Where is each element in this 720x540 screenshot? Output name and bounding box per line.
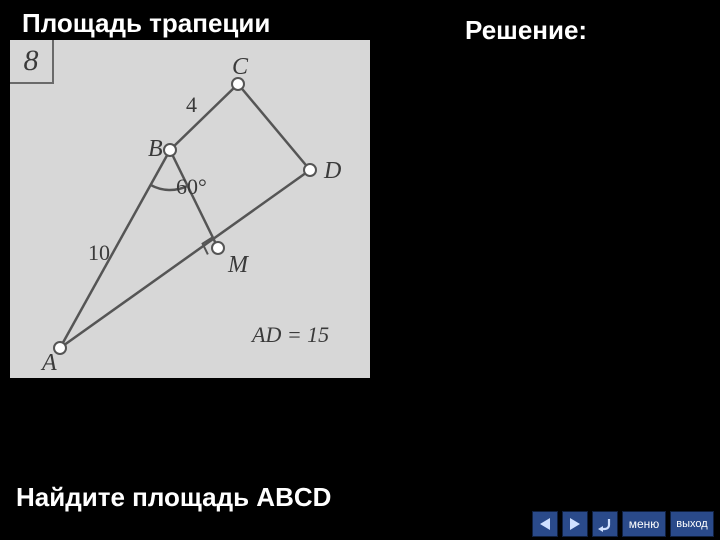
question-text: Найдите площадь ABCD: [16, 482, 331, 513]
svg-text:C: C: [232, 54, 249, 80]
solution-heading: Решение:: [465, 15, 587, 46]
svg-text:60°: 60°: [176, 174, 207, 199]
problem-number-box: 8: [10, 40, 54, 84]
page-title: Площадь трапеции: [22, 8, 270, 39]
exit-label: выход: [676, 519, 707, 530]
diagram-svg: 60° A B C D M 10 4 AD = 15: [10, 40, 370, 378]
svg-text:M: M: [227, 252, 250, 278]
svg-text:B: B: [148, 136, 163, 162]
triangle-left-icon: [538, 517, 552, 531]
triangle-right-icon: [568, 517, 582, 531]
geometry-diagram: 8 60° A B C D M 10 4 AD = 15: [10, 40, 370, 378]
problem-number: 8: [24, 44, 39, 78]
exit-button[interactable]: выход: [670, 511, 714, 537]
menu-label: меню: [629, 518, 660, 530]
return-button[interactable]: [592, 511, 618, 537]
svg-text:D: D: [323, 158, 341, 184]
menu-button[interactable]: меню: [622, 511, 666, 537]
svg-text:AD = 15: AD = 15: [250, 322, 329, 347]
navigation-bar: меню выход: [532, 511, 714, 537]
next-button[interactable]: [562, 511, 588, 537]
svg-text:4: 4: [186, 92, 197, 117]
svg-text:A: A: [40, 350, 57, 376]
u-turn-icon: [597, 516, 613, 532]
prev-button[interactable]: [532, 511, 558, 537]
svg-text:10: 10: [88, 240, 110, 265]
